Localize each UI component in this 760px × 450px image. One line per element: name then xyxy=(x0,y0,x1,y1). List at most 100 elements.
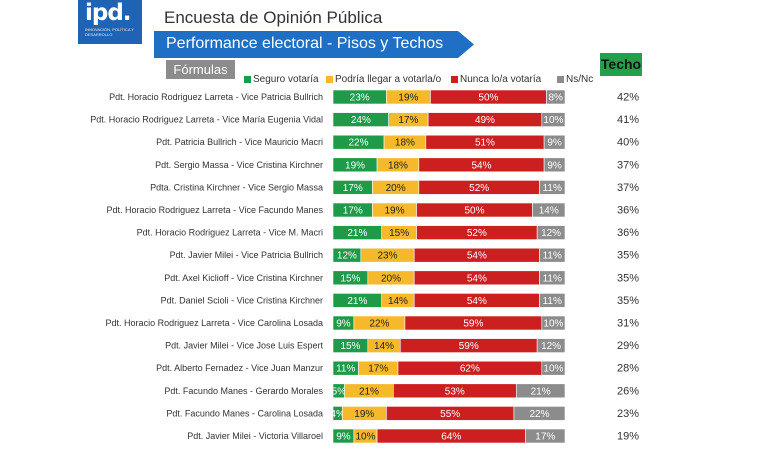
bar-segment xyxy=(543,157,566,173)
row-label: Pdt. Horacio Rodriguez Larreta - Vice Ca… xyxy=(106,318,323,328)
bar-value-label: 50% xyxy=(465,206,485,217)
techo-value: 37% xyxy=(617,182,639,194)
bar-segment xyxy=(541,315,566,331)
bar-segment xyxy=(539,293,566,308)
bar-segment xyxy=(536,338,566,353)
bar-value-label: 22% xyxy=(349,138,369,149)
bar-value-label: 55% xyxy=(440,409,460,420)
techo-value: 23% xyxy=(617,408,639,420)
techo-value: 41% xyxy=(617,114,639,126)
bar-segment xyxy=(546,89,566,105)
bar-value-label: 14% xyxy=(539,206,559,217)
bar-value-label: 20% xyxy=(386,183,406,194)
legend-item-seguro: Seguro votaría xyxy=(244,72,319,86)
bar-value-label: 18% xyxy=(388,160,408,171)
bar-value-label: 10% xyxy=(543,319,563,330)
logo-text: ipd. xyxy=(85,0,132,26)
bar-value-label: 50% xyxy=(478,93,498,104)
bar-value-label: 14% xyxy=(374,341,394,352)
bar-value-label: 49% xyxy=(475,115,495,126)
bar-value-label: 24% xyxy=(351,115,371,126)
bar-segment xyxy=(532,202,566,218)
bar-value-label: 51% xyxy=(475,138,495,149)
row-label: Pdt. Horacio Rodriguez Larreta - Vice Fa… xyxy=(107,205,324,215)
chart-title: Performance electoral - Pisos y Techos xyxy=(166,35,444,52)
legend-swatch xyxy=(451,75,458,83)
bar-segment xyxy=(541,360,566,376)
bar-value-label: 19% xyxy=(354,409,374,420)
bar-value-label: 21% xyxy=(347,228,367,239)
row-label: Pdt. Javier Milei - Victoria Villaroel xyxy=(187,431,323,441)
legend-label: Podría llegar a votarla/o xyxy=(335,73,442,85)
row-label: Pdt. Facundo Manes - Gerardo Morales xyxy=(164,386,323,396)
row-label: Pdt. Alberto Fernadez - Vice Juan Manzur xyxy=(156,363,323,373)
bar-value-label: 64% xyxy=(441,432,461,443)
techo-value: 29% xyxy=(617,340,639,352)
bar-value-label: 54% xyxy=(471,160,491,171)
bar-value-label: 53% xyxy=(445,386,465,397)
legend-label: Ns/Nc xyxy=(566,73,594,85)
row-label: Pdt. Horacio Rodriguez Larreta - Vice Ma… xyxy=(90,115,323,125)
bar-segment xyxy=(513,406,566,421)
row-label: Pdt. Axel Kiclioff - Vice Cristina Kirch… xyxy=(164,273,323,283)
bar-value-label: 54% xyxy=(467,296,487,307)
bar-value-label: 9% xyxy=(336,432,351,443)
bar-value-label: 19% xyxy=(398,93,418,104)
bar-value-label: 11% xyxy=(543,273,562,284)
bar-segment xyxy=(525,428,566,444)
row-label: Pdt. Horacio Rodriguez Larreta - Vice Pa… xyxy=(109,92,323,102)
bar-value-label: 52% xyxy=(467,228,487,239)
techo-value: 36% xyxy=(617,227,639,239)
bar-value-label: 22% xyxy=(529,409,549,420)
techo-value: 35% xyxy=(617,250,639,262)
row-label: Pdt. Patricia Bullrich - Vice Mauricio M… xyxy=(156,137,323,147)
bar-value-label: 11% xyxy=(336,364,355,375)
bar-value-label: 9% xyxy=(336,319,351,330)
bar-value-label: 4% xyxy=(330,409,345,420)
bar-segment xyxy=(541,112,566,127)
bar-value-label: 11% xyxy=(543,183,562,194)
bar-segment xyxy=(536,225,566,240)
row-label: Pdt. Javier Milei - Vice Jose Luis Esper… xyxy=(165,341,323,351)
legend-item-nunca: Nunca lo/a votaría xyxy=(451,72,541,86)
bar-value-label: 52% xyxy=(469,183,489,194)
bar-value-label: 17% xyxy=(343,183,363,194)
row-label: Pdt. Javier Milei - Vice Patricia Bullri… xyxy=(170,250,323,260)
bar-value-label: 15% xyxy=(389,228,409,239)
bar-value-label: 9% xyxy=(547,160,562,171)
title-banner xyxy=(154,31,474,58)
techo-header: Techo xyxy=(600,53,642,76)
bar-value-label: 15% xyxy=(340,341,360,352)
techo-value: 40% xyxy=(617,137,639,149)
bar-value-label: 17% xyxy=(535,432,555,443)
logo: ipd. INNOVACIÓN, POLÍTICA Y DESARROLLO xyxy=(78,0,142,44)
bar-value-label: 8% xyxy=(548,93,563,104)
legend-item-nsnc: Ns/Nc xyxy=(557,72,593,86)
techo-value: 35% xyxy=(617,272,639,284)
bar-value-label: 59% xyxy=(463,319,483,330)
bar-value-label: 54% xyxy=(467,251,487,262)
legend-swatch xyxy=(244,75,251,83)
bar-value-label: 21% xyxy=(359,386,379,397)
row-label: Pdt. Facundo Manes - Carolina Losada xyxy=(166,408,323,418)
techo-value: 37% xyxy=(617,159,639,171)
bar-value-label: 20% xyxy=(381,273,401,284)
formulas-label: Fórmulas xyxy=(166,60,235,79)
bar-segment xyxy=(539,247,566,263)
legend-label: Nunca lo/a votaría xyxy=(460,73,542,85)
bar-value-label: 18% xyxy=(395,138,415,149)
bar-value-label: 17% xyxy=(398,115,418,126)
bar-value-label: 59% xyxy=(459,341,479,352)
bar-value-label: 21% xyxy=(531,386,551,397)
legend-item-podria: Podría llegar a votarla/o xyxy=(326,72,441,86)
bar-value-label: 14% xyxy=(388,296,408,307)
techo-value: 42% xyxy=(617,92,639,104)
bar-value-label: 19% xyxy=(384,206,404,217)
bar-segment xyxy=(515,383,566,399)
techo-value: 28% xyxy=(617,363,639,375)
row-label: Pdt. Daniel Scioli - Vice Cristina Kirch… xyxy=(161,295,323,305)
bar-value-label: 15% xyxy=(340,273,360,284)
techo-value: 36% xyxy=(617,205,639,217)
legend-swatch xyxy=(326,75,333,83)
